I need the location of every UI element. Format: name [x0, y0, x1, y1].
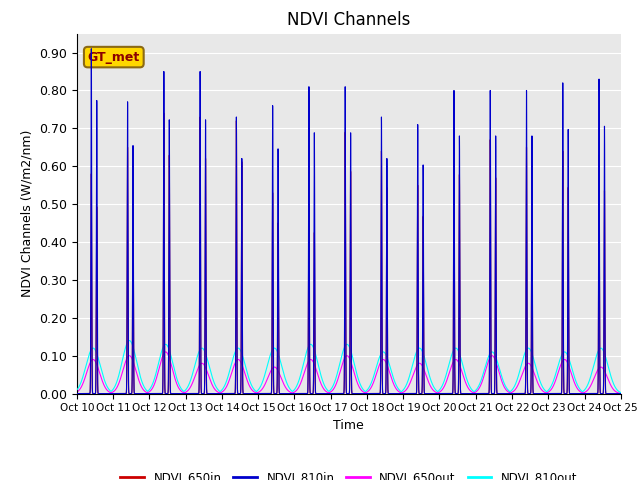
- Line: NDVI_650out: NDVI_650out: [77, 352, 621, 393]
- NDVI_650in: [545, 391, 552, 396]
- NDVI_810out: [545, 387, 552, 393]
- NDVI_810in: [132, 391, 140, 396]
- NDVI_650in: [73, 391, 81, 396]
- X-axis label: Time: Time: [333, 419, 364, 432]
- NDVI_810in: [192, 391, 200, 396]
- NDVI_810out: [204, 357, 211, 362]
- NDVI_650out: [90, 357, 98, 363]
- NDVI_810in: [361, 391, 369, 396]
- NDVI_650in: [90, 391, 98, 396]
- NDVI_810out: [617, 390, 625, 396]
- NDVI_810out: [90, 346, 98, 351]
- NDVI_650out: [545, 389, 552, 395]
- NDVI_650in: [204, 391, 211, 396]
- NDVI_810out: [73, 387, 81, 393]
- NDVI_650out: [361, 390, 369, 396]
- NDVI_650out: [204, 370, 211, 375]
- NDVI_810in: [545, 391, 552, 396]
- NDVI_650out: [617, 390, 625, 396]
- NDVI_810in: [88, 46, 95, 52]
- NDVI_810out: [361, 388, 369, 394]
- NDVI_650in: [361, 391, 369, 396]
- NDVI_650out: [73, 389, 81, 395]
- NDVI_650in: [617, 391, 625, 396]
- NDVI_650out: [192, 370, 200, 376]
- NDVI_810in: [617, 391, 625, 396]
- Text: GT_met: GT_met: [88, 50, 140, 63]
- NDVI_810in: [90, 391, 98, 396]
- Title: NDVI Channels: NDVI Channels: [287, 11, 410, 29]
- NDVI_810in: [204, 391, 211, 396]
- NDVI_650out: [162, 349, 170, 355]
- Legend: NDVI_650in, NDVI_810in, NDVI_650out, NDVI_810out: NDVI_650in, NDVI_810in, NDVI_650out, NDV…: [116, 466, 582, 480]
- Line: NDVI_810out: NDVI_810out: [77, 340, 621, 393]
- NDVI_810in: [73, 391, 81, 396]
- NDVI_810out: [125, 337, 133, 343]
- Line: NDVI_650in: NDVI_650in: [77, 113, 621, 394]
- Y-axis label: NDVI Channels (W/m2/nm): NDVI Channels (W/m2/nm): [20, 130, 33, 297]
- NDVI_650out: [132, 368, 140, 374]
- NDVI_810out: [132, 356, 140, 362]
- Line: NDVI_810in: NDVI_810in: [77, 49, 621, 394]
- NDVI_650in: [160, 110, 168, 116]
- NDVI_810out: [192, 358, 200, 363]
- NDVI_650in: [132, 391, 140, 396]
- NDVI_650in: [192, 391, 200, 396]
